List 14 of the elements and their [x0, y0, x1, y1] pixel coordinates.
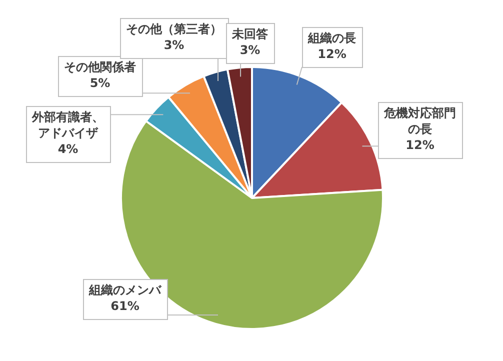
slice-label: 外部有識者、アドバイザ — [31, 110, 104, 140]
data-label: 3% — [164, 38, 184, 52]
data-label: 4% — [58, 142, 78, 156]
slice-label: その他関係者 — [64, 60, 136, 74]
slice-label: 危機対応部門の長 — [383, 106, 456, 136]
slice-label: その他（第三者） — [126, 22, 222, 36]
slice-label: 未回答 — [231, 27, 269, 42]
data-label: 61% — [110, 299, 140, 314]
data-label: 12% — [318, 47, 346, 62]
data-label: 5% — [90, 76, 110, 90]
data-label: 12% — [406, 138, 434, 152]
slice-label: 組織の長 — [307, 31, 356, 46]
slice-label: 組織のメンバ — [88, 283, 162, 298]
data-label: 3% — [240, 43, 260, 58]
